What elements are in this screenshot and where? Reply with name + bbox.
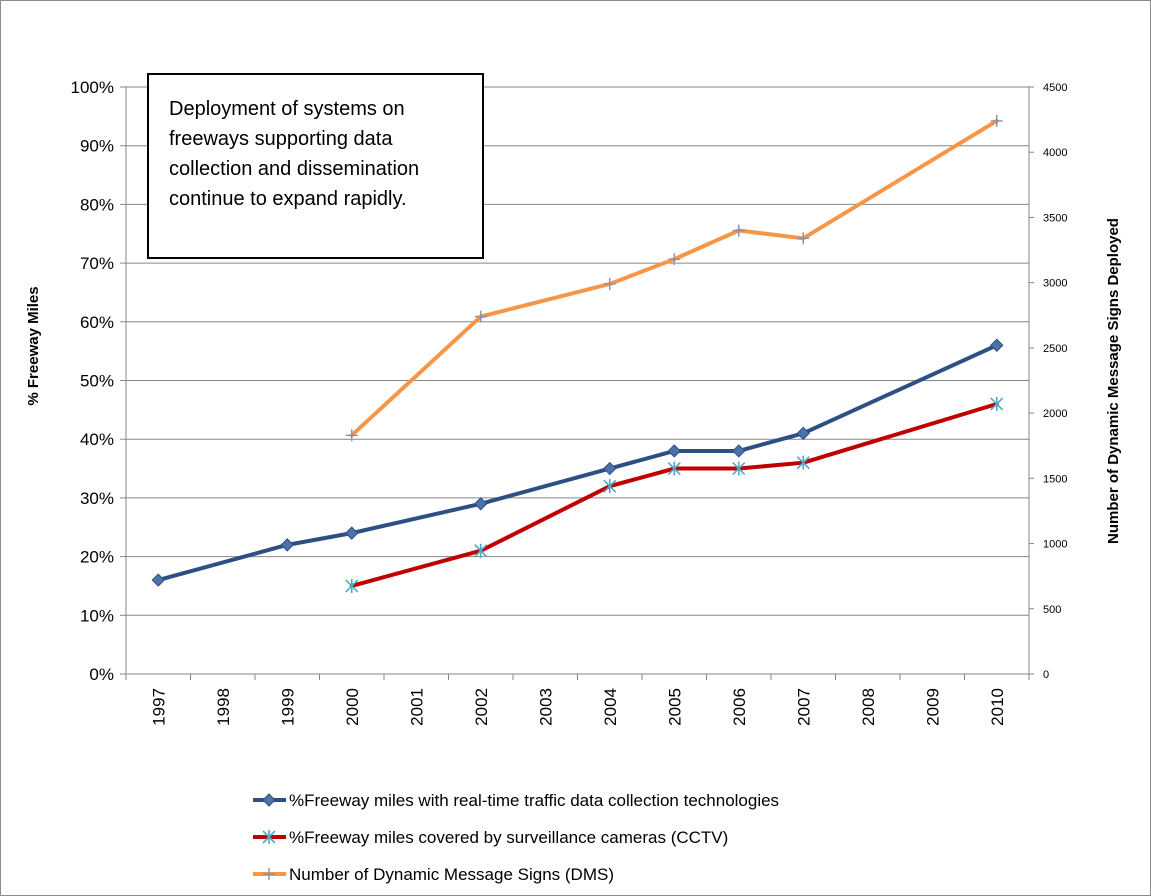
y-left-tick-label: 30% xyxy=(80,489,114,508)
y-left-tick-label: 80% xyxy=(80,195,114,214)
annotation-box: Deployment of systems on freeways suppor… xyxy=(147,73,484,259)
x-tick-label: 2002 xyxy=(472,688,491,726)
data-point-marker xyxy=(732,444,746,458)
data-point-marker xyxy=(474,310,487,323)
y-left-tick-label: 50% xyxy=(80,372,114,391)
tick-labels: 0% 10% 20% 30% 40% 50% 60% 70% 80% 90% 100% 0 500 100… xyxy=(71,78,1068,726)
x-tick-label: 2004 xyxy=(601,688,620,726)
y-left-tick-label: 70% xyxy=(80,254,114,273)
y-right-tick-label: 1500 xyxy=(1043,473,1067,485)
annotation-line: Deployment of systems on xyxy=(169,98,405,120)
data-point-marker xyxy=(262,830,276,844)
data-point-marker xyxy=(797,232,810,245)
data-point-marker xyxy=(603,277,616,290)
y-left-tick-label: 40% xyxy=(80,430,114,449)
x-tick-label: 1999 xyxy=(278,688,297,726)
data-point-marker xyxy=(667,461,681,476)
y-right-tick-label: 4000 xyxy=(1043,147,1067,159)
x-tick-label: 2000 xyxy=(343,688,362,726)
x-tick-label: 1997 xyxy=(149,688,168,726)
legend-label: %Freeway miles with real-time traffic da… xyxy=(289,791,779,810)
y-left-tick-label: 90% xyxy=(80,137,114,156)
data-point-marker xyxy=(603,461,617,476)
y-right-tick-label: 4500 xyxy=(1043,82,1067,94)
y-right-tick-label: 1000 xyxy=(1043,539,1067,551)
x-tick-label: 1998 xyxy=(214,688,233,726)
annotation-line: continue to expand rapidly. xyxy=(169,188,407,210)
data-point-marker xyxy=(345,578,359,593)
y-left-tick-label: 0% xyxy=(89,665,114,684)
data-point-marker xyxy=(796,426,810,441)
annotation-line: freeways supporting data xyxy=(169,128,393,150)
series-line-2 xyxy=(349,401,999,588)
x-tick-label: 2001 xyxy=(407,688,426,726)
data-point-marker xyxy=(262,793,276,807)
x-tick-label: 2005 xyxy=(665,688,684,726)
x-tick-label: 2006 xyxy=(730,688,749,726)
legend-label: %Freeway miles covered by surveillance c… xyxy=(289,828,728,847)
legend: %Freeway miles with real-time traffic da… xyxy=(253,791,779,884)
annotation-line: collection and dissemination xyxy=(169,158,420,180)
data-point-marker xyxy=(474,497,488,511)
data-point-marker xyxy=(263,868,275,880)
x-tick-label: 2008 xyxy=(859,688,878,726)
data-point-marker xyxy=(732,224,745,237)
y-left-tick-label: 20% xyxy=(80,548,114,567)
y-left-tick-label: 10% xyxy=(80,606,114,625)
data-point-marker xyxy=(667,444,681,458)
y-right-tick-label: 0 xyxy=(1043,669,1049,681)
data-point-marker xyxy=(990,396,1004,411)
y-axis-left-title: % Freeway Miles xyxy=(25,286,42,405)
gridlines xyxy=(126,86,1029,616)
series-markers xyxy=(151,114,1004,593)
data-point-marker xyxy=(280,538,294,552)
x-tick-label: 2007 xyxy=(794,688,813,726)
y-axis-right-title: Number of Dynamic Message Signs Deployed xyxy=(1105,218,1122,544)
x-tick-label: 2003 xyxy=(536,688,555,726)
y-right-tick-label: 3500 xyxy=(1043,212,1067,224)
data-point-marker xyxy=(990,338,1004,352)
y-right-tick-label: 2500 xyxy=(1043,343,1067,355)
data-point-marker xyxy=(668,253,681,266)
data-point-marker xyxy=(151,573,165,587)
data-point-marker xyxy=(796,455,810,470)
y-right-tick-label: 3000 xyxy=(1043,278,1067,290)
y-left-tick-label: 60% xyxy=(80,313,114,332)
y-right-tick-label: 2000 xyxy=(1043,408,1067,420)
x-tick-label: 2010 xyxy=(988,688,1007,726)
data-point-marker xyxy=(345,429,358,442)
axes xyxy=(120,86,1034,680)
legend-label: Number of Dynamic Message Signs (DMS) xyxy=(289,865,614,884)
data-point-marker xyxy=(603,479,617,494)
y-right-tick-label: 500 xyxy=(1043,604,1061,616)
data-point-marker xyxy=(345,526,359,540)
x-tick-label: 2009 xyxy=(923,688,942,726)
data-point-marker xyxy=(732,461,746,476)
data-point-marker xyxy=(474,543,488,558)
y-left-tick-label: 100% xyxy=(71,78,114,97)
data-point-marker xyxy=(990,114,1003,127)
